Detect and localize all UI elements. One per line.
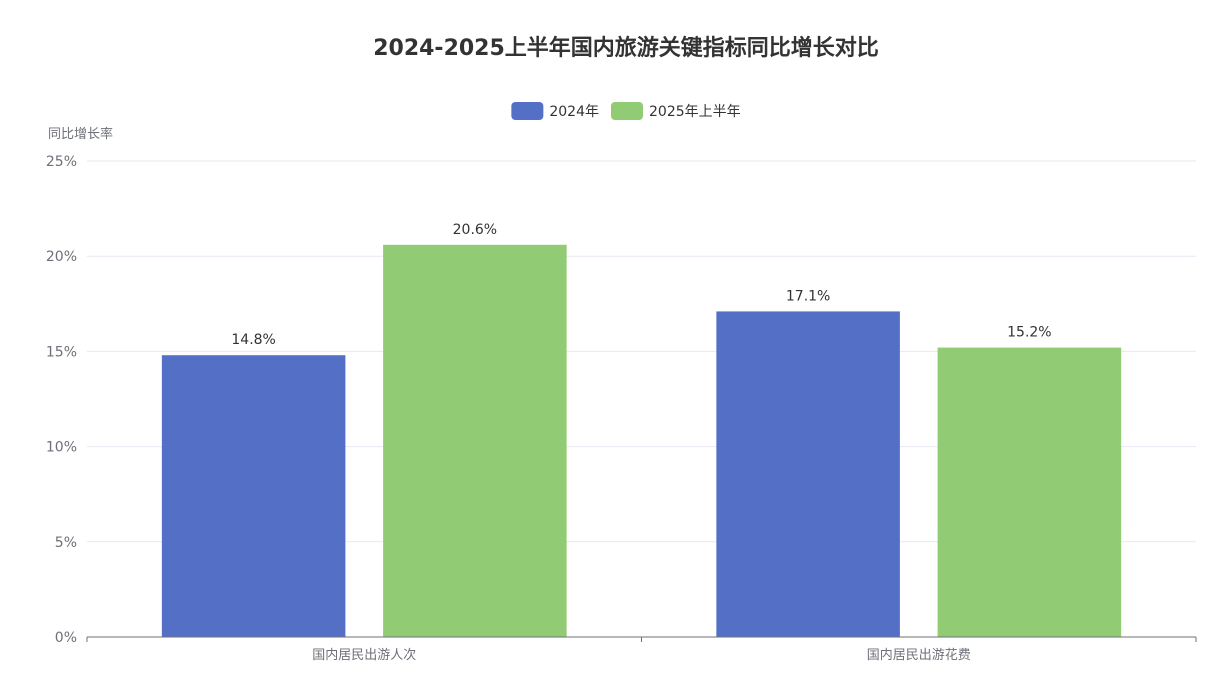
- chart-title: 2024-2025上半年国内旅游关键指标同比增长对比: [373, 35, 879, 61]
- y-tick-label: 20%: [46, 249, 77, 265]
- y-tick-label: 5%: [55, 535, 77, 551]
- x-category-label: 国内居民出游花费: [867, 647, 971, 663]
- bar[interactable]: [937, 347, 1122, 637]
- legend-label: 2024年: [549, 104, 599, 120]
- bar[interactable]: [161, 355, 346, 637]
- legend-item[interactable]: 2024年: [511, 102, 599, 120]
- legend-item[interactable]: 2025年上半年: [611, 102, 741, 120]
- y-axis-ticks: 0% 5% 10% 15% 20% 25%: [46, 154, 77, 646]
- bar-value-label: 20.6%: [453, 222, 497, 238]
- y-tick-label: 10%: [46, 440, 77, 456]
- legend: 2024年 2025年上半年: [511, 102, 741, 120]
- legend-swatch: [611, 102, 643, 120]
- data-labels: 14.8% 17.1% 20.6% 15.2%: [231, 222, 1051, 348]
- legend-label: 2025年上半年: [649, 104, 741, 120]
- bar[interactable]: [716, 311, 900, 637]
- bar-value-label: 14.8%: [231, 332, 275, 348]
- y-tick-label: 15%: [46, 344, 77, 360]
- bars: [161, 244, 1122, 637]
- y-axis-title: 同比增长率: [48, 126, 113, 142]
- bar-value-label: 15.2%: [1007, 325, 1051, 341]
- y-tick-label: 25%: [46, 154, 77, 170]
- legend-swatch: [511, 102, 544, 120]
- x-axis: 国内居民出游人次 国内居民出游花费: [86, 636, 1197, 663]
- bar[interactable]: [383, 244, 567, 637]
- y-tick-label: 0%: [55, 630, 77, 646]
- bar-value-label: 17.1%: [786, 288, 830, 304]
- x-category-label: 国内居民出游人次: [312, 647, 416, 663]
